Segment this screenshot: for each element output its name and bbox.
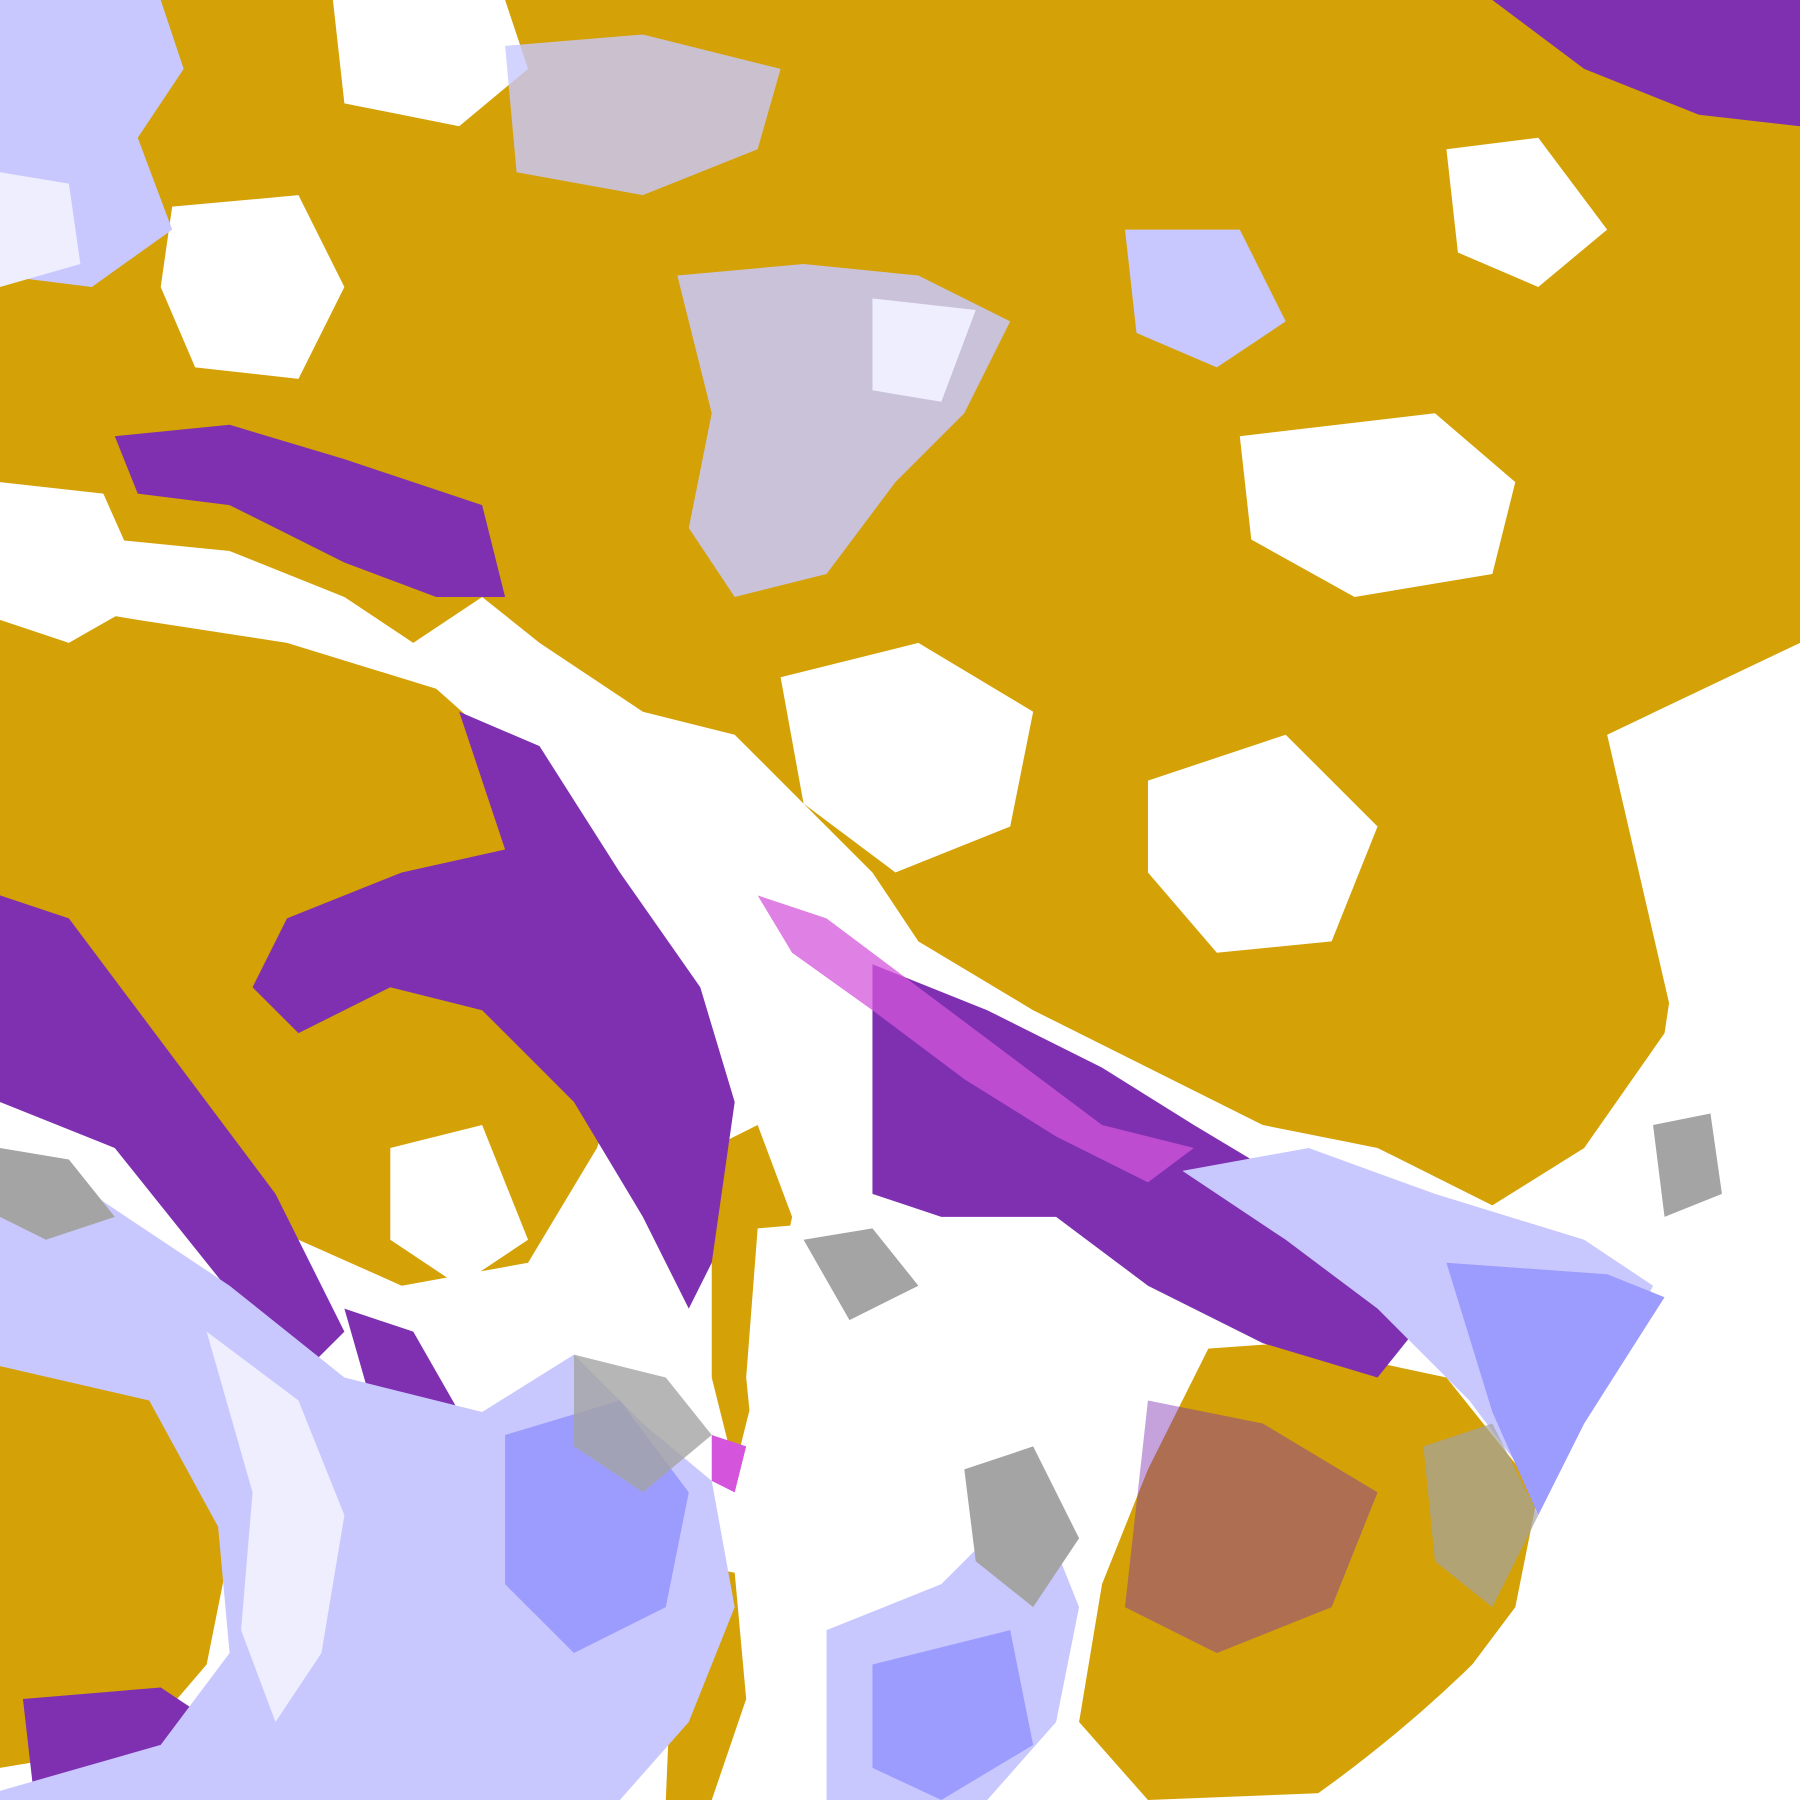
earth-limb-space (1308, 1125, 1800, 1800)
gray-cloud-layer (0, 1113, 1722, 1608)
lavender-cloud-layer (0, 0, 1665, 1800)
